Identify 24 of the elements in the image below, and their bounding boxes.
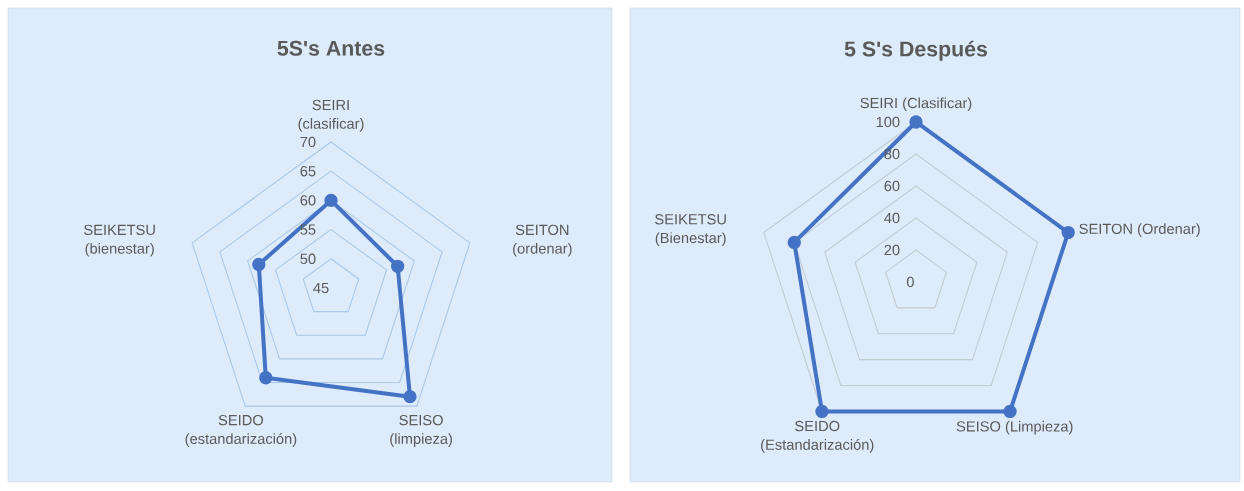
y-tick-label: 70 [300,136,316,148]
spoke-label: SEISO (limpieza) [390,414,452,447]
spoke-label: SEIKETSU (Bienestar) [655,214,726,247]
y-tick-label: 45 [313,282,329,294]
y-tick-label: 50 [300,253,316,264]
chart-title: 5 S's Después [844,40,987,61]
spoke-label: SEIRI (Clasificar) [860,97,972,112]
y-tick-label: 0 [906,276,914,288]
y-tick-label: 65 [300,166,316,177]
spoke-label: SEISO (Limpieza) [956,420,1073,435]
y-tick-label: 60 [884,180,900,192]
spoke-label: SEITON (Ordenar) [1079,223,1200,237]
y-tick-label: 20 [884,244,900,256]
y-tick-label: 40 [884,212,900,224]
spoke-label: SEIDO (Estandarización) [761,420,874,453]
chart-title: 5S's Antes [277,40,385,56]
y-tick-label: 100 [876,116,900,128]
y-tick-label: 80 [884,148,900,160]
spoke-label: SEITON (ordenar) [513,224,572,257]
spoke-label: SEIDO (estandarización) [185,414,297,447]
y-tick-label: 55 [300,224,316,235]
spoke-label: SEIRI (clasificar) [298,99,364,132]
y-tick-label: 60 [300,195,316,206]
spoke-label: SEIKETSU (bienestar) [84,224,155,257]
